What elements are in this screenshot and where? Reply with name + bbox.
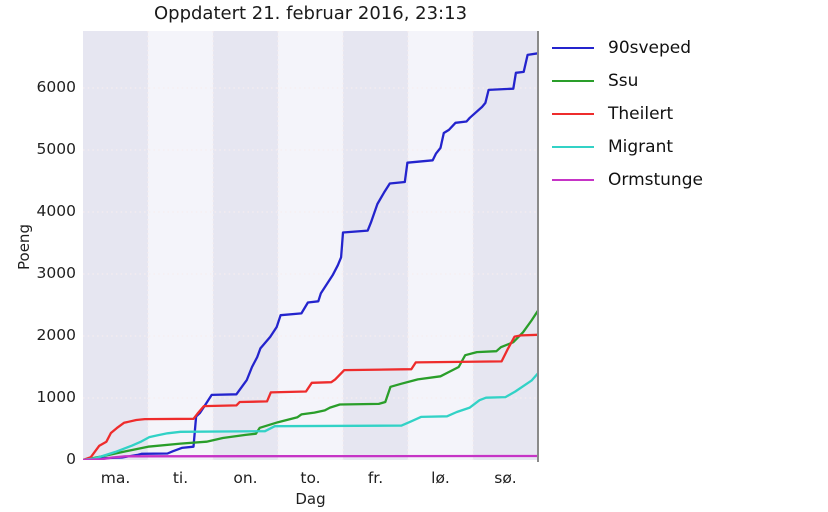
day-band-ma bbox=[83, 31, 148, 460]
legend-line-icon bbox=[552, 145, 594, 148]
legend-item-theilert: Theilert bbox=[552, 97, 703, 130]
x-tick-label-ma: ma. bbox=[100, 469, 131, 487]
chart-title: Oppdatert 21. februar 2016, 23:13 bbox=[153, 3, 468, 24]
legend-item-90sveped: 90sveped bbox=[552, 31, 703, 64]
legend-label: 90sveped bbox=[608, 37, 692, 58]
day-band-lø bbox=[408, 31, 473, 460]
legend-item-migrant: Migrant bbox=[552, 130, 703, 163]
day-band-fr bbox=[343, 31, 408, 460]
plot-area bbox=[83, 31, 538, 460]
legend-label: Ormstunge bbox=[608, 169, 703, 190]
x-tick-label-to: to. bbox=[300, 469, 321, 487]
legend-item-ssu: Ssu bbox=[552, 64, 703, 97]
x-tick-label-fr: fr. bbox=[367, 469, 384, 487]
chart-canvas bbox=[83, 31, 538, 460]
series-line-theilert bbox=[83, 333, 538, 460]
series-line-ssu bbox=[83, 309, 538, 460]
y-tick-label-0: 0 bbox=[66, 450, 76, 468]
y-tick-label-2000: 2000 bbox=[36, 326, 76, 344]
y-tick-label-1000: 1000 bbox=[36, 388, 76, 406]
day-band-sø bbox=[473, 31, 538, 460]
day-band-to bbox=[278, 31, 343, 460]
x-tick-label-sø: sø. bbox=[494, 469, 517, 487]
x-tick-label-lø: lø. bbox=[431, 469, 450, 487]
legend-label: Theilert bbox=[608, 103, 674, 124]
y-tick-label-3000: 3000 bbox=[36, 264, 76, 283]
x-tick-label-ti: ti. bbox=[172, 469, 189, 487]
y-tick-label-5000: 5000 bbox=[36, 140, 76, 159]
y-tick-label-4000: 4000 bbox=[36, 202, 76, 221]
series-line-ormstunge bbox=[83, 454, 538, 460]
legend-line-icon bbox=[552, 178, 594, 181]
x-axis-label: Dag bbox=[295, 490, 326, 508]
legend-line-icon bbox=[552, 46, 594, 49]
legend-label: Ssu bbox=[608, 70, 639, 91]
series-line-90sveped bbox=[83, 52, 538, 460]
legend-item-ormstunge: Ormstunge bbox=[552, 163, 703, 196]
day-bands bbox=[83, 31, 538, 460]
x-tick-label-on: on. bbox=[233, 469, 258, 487]
legend-line-icon bbox=[552, 79, 594, 82]
chart-legend: 90sveped Ssu Theilert Migrant Ormstunge bbox=[552, 31, 703, 196]
legend-label: Migrant bbox=[608, 136, 674, 157]
day-band-on bbox=[213, 31, 278, 460]
day-band-ti bbox=[148, 31, 213, 460]
series-line-migrant bbox=[83, 372, 538, 460]
right-axis-spine bbox=[537, 31, 539, 462]
legend-line-icon bbox=[552, 112, 594, 115]
y-tick-label-6000: 6000 bbox=[36, 78, 76, 97]
